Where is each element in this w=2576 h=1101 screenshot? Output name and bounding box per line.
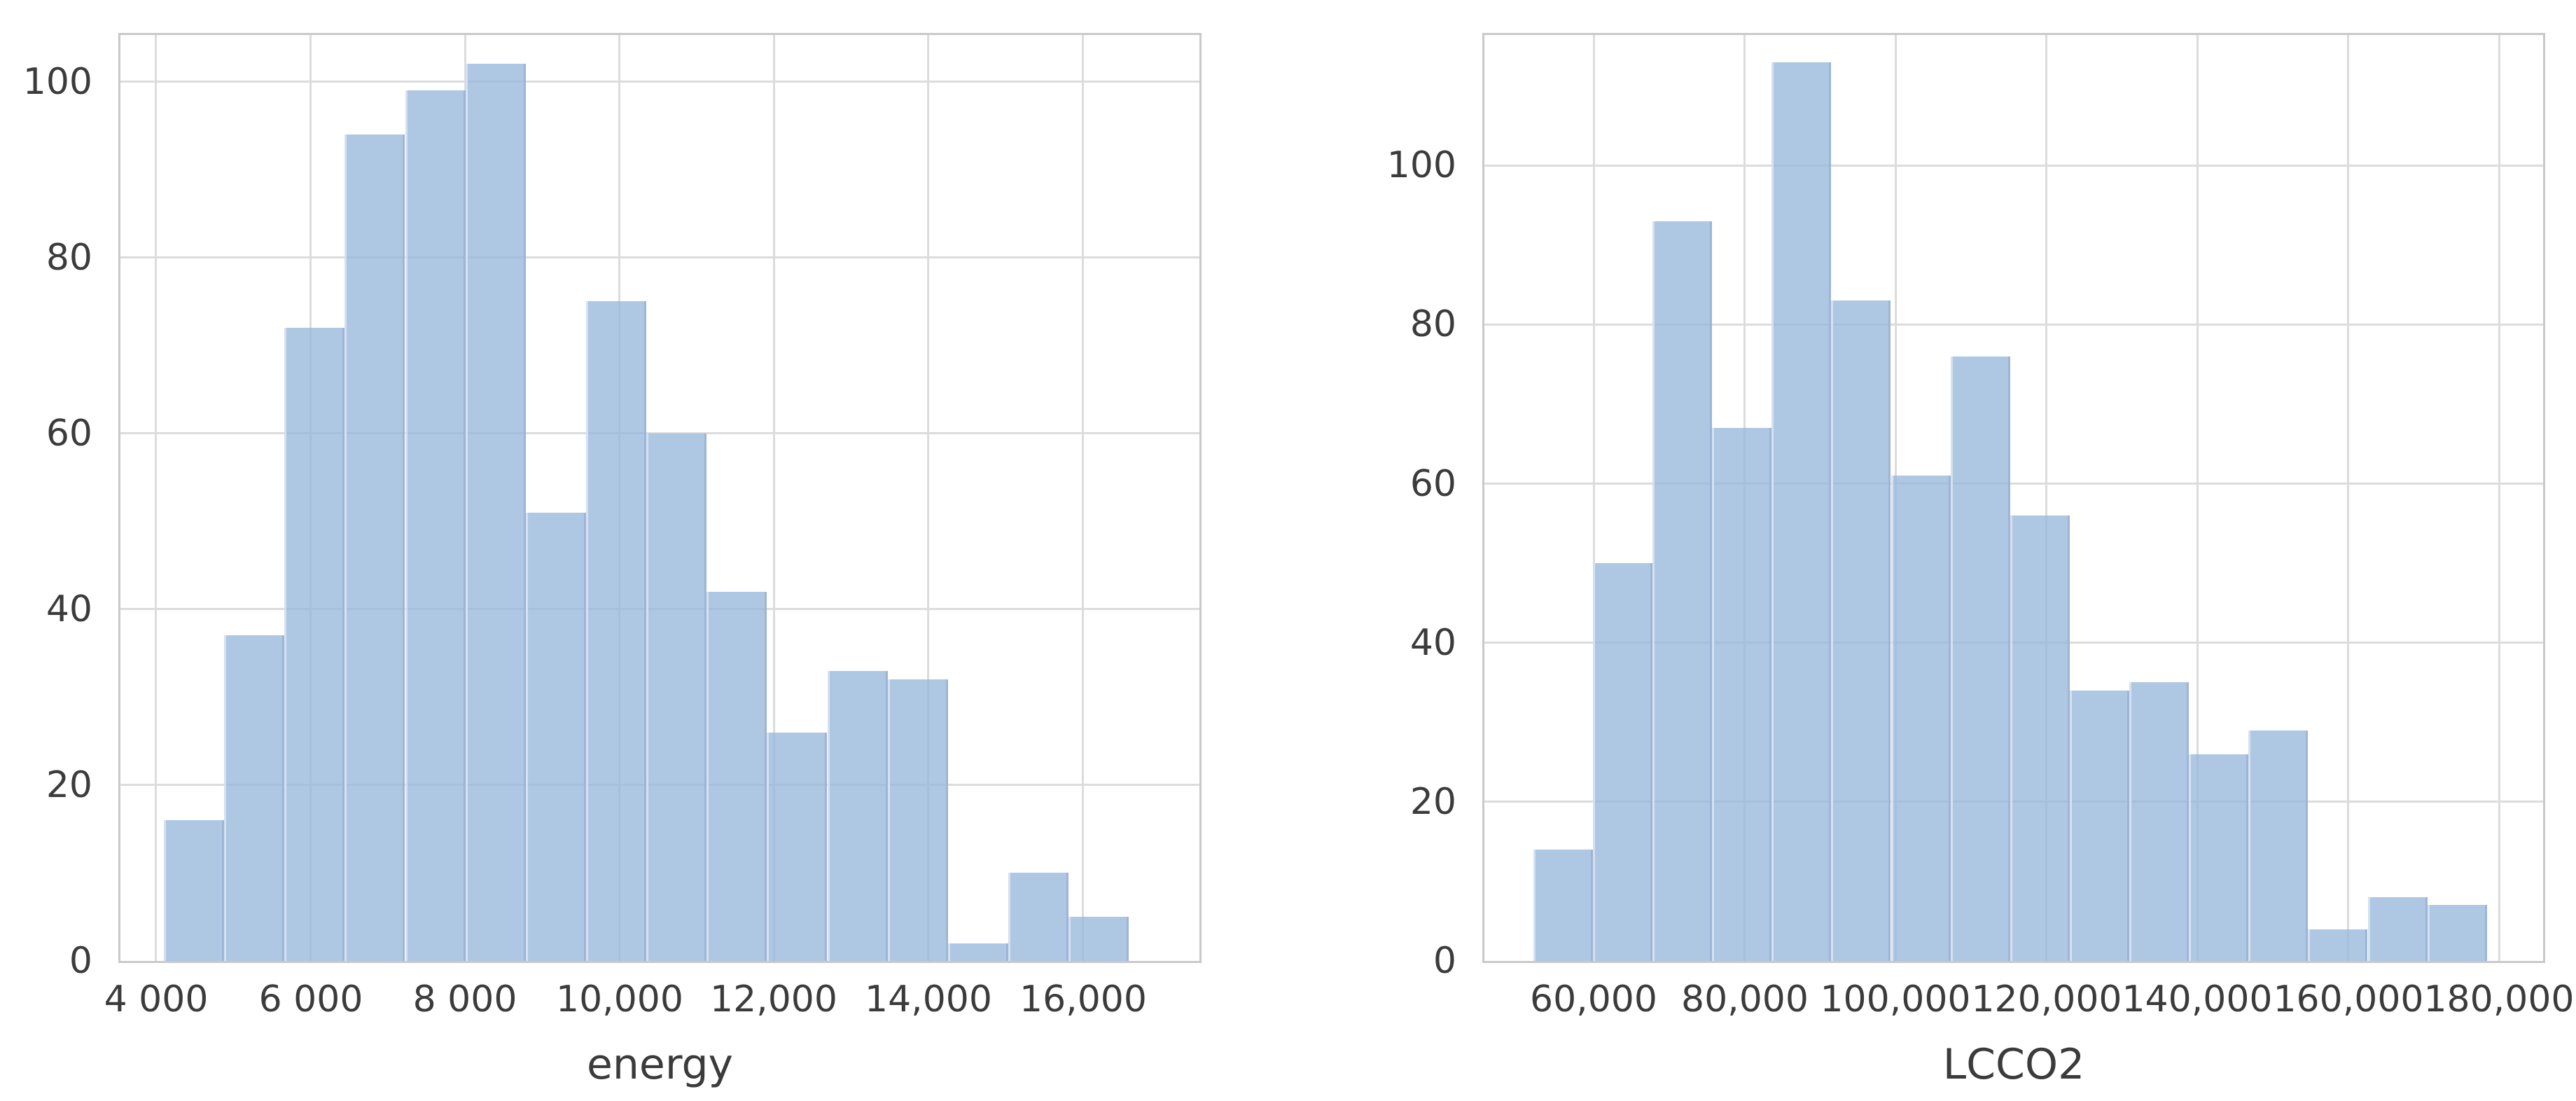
histogram-bar xyxy=(164,820,224,961)
gridline-x-16000 xyxy=(1082,35,1084,961)
histogram-bar xyxy=(888,679,948,961)
gridline-y-60 xyxy=(120,432,1199,434)
histogram-bar xyxy=(586,301,646,961)
histogram-bar xyxy=(466,64,526,961)
y-tick-label: 60 xyxy=(1409,463,1456,505)
histogram-bar xyxy=(1891,476,1951,961)
histogram-bar xyxy=(344,134,405,961)
y-tick-label: 0 xyxy=(69,940,92,982)
x-tick-label: 14,000 xyxy=(865,978,992,1020)
histogram-bar xyxy=(948,943,1008,961)
histogram-bar xyxy=(2070,691,2129,961)
x-tick-label: 140,000 xyxy=(2122,978,2273,1020)
histogram-bar xyxy=(1533,850,1593,961)
gridline-y-100 xyxy=(1484,165,2543,167)
gridline-x-12000 xyxy=(773,35,775,961)
gridline-y-60 xyxy=(1484,483,2543,485)
x-tick-label: 10,000 xyxy=(556,978,683,1020)
histogram-bar xyxy=(2308,929,2367,961)
gridline-x-140000 xyxy=(2196,35,2199,961)
x-tick-label: 12,000 xyxy=(710,978,837,1020)
x-tick-label: 100,000 xyxy=(1820,978,1971,1020)
histogram-bar xyxy=(1712,428,1771,961)
histogram-bar xyxy=(2189,754,2248,961)
histogram-bar xyxy=(2428,905,2487,961)
y-tick-label: 40 xyxy=(46,588,92,630)
gridline-x-4000 xyxy=(155,35,157,961)
x-tick-label: 160,000 xyxy=(2273,978,2424,1020)
gridline-y-100 xyxy=(120,81,1199,83)
histogram-bar xyxy=(2248,730,2308,961)
y-tick-label: 20 xyxy=(46,764,92,806)
gridline-x-180000 xyxy=(2498,35,2500,961)
histogram-bar xyxy=(284,328,344,961)
histogram-bar xyxy=(1008,873,1068,961)
x-axis-label-lcco2: LCCO2 xyxy=(1942,1040,2085,1089)
histogram-bar xyxy=(706,592,767,961)
y-tick-label: 100 xyxy=(22,61,92,103)
histogram-bar xyxy=(2368,897,2428,961)
y-tick-label: 20 xyxy=(1409,781,1456,823)
histogram-bar xyxy=(1068,917,1129,961)
histogram-bar xyxy=(2010,515,2070,961)
x-tick-label: 8 000 xyxy=(412,978,517,1020)
gridline-x-14000 xyxy=(927,35,929,961)
histogram-bar xyxy=(1593,563,1652,961)
histogram-bar xyxy=(1652,221,1712,961)
y-tick-label: 100 xyxy=(1386,144,1456,186)
x-tick-label: 4 000 xyxy=(104,978,209,1020)
gridline-x-120000 xyxy=(2045,35,2047,961)
x-tick-label: 120,000 xyxy=(1971,978,2122,1020)
y-tick-label: 80 xyxy=(1409,303,1456,345)
x-tick-label: 16,000 xyxy=(1019,978,1147,1020)
histogram-bar xyxy=(526,513,586,961)
histogram-bar xyxy=(767,733,827,961)
histogram-bar xyxy=(1831,300,1891,961)
y-tick-label: 0 xyxy=(1433,940,1456,982)
y-tick-label: 80 xyxy=(46,237,92,279)
gridline-x-60000 xyxy=(1593,35,1595,961)
gridline-y-80 xyxy=(120,256,1199,258)
histogram-bar xyxy=(646,434,706,961)
x-tick-label: 80,000 xyxy=(1681,978,1809,1020)
x-tick-label: 6 000 xyxy=(258,978,363,1020)
histogram-bar xyxy=(1771,62,1831,961)
histogram-bar xyxy=(1951,356,2010,961)
y-tick-label: 40 xyxy=(1409,622,1456,664)
histogram-bar xyxy=(405,90,466,961)
x-axis-label-energy: energy xyxy=(586,1040,734,1089)
plot-area-lcco2 xyxy=(1482,33,2545,963)
x-tick-label: 180,000 xyxy=(2423,978,2575,1020)
histogram-bar xyxy=(828,671,888,961)
y-tick-label: 60 xyxy=(46,413,92,455)
plot-area-energy xyxy=(118,33,1202,963)
gridline-y-80 xyxy=(1484,324,2543,326)
x-tick-label: 60,000 xyxy=(1530,978,1657,1020)
histogram-bar xyxy=(224,635,284,961)
gridline-x-160000 xyxy=(2347,35,2349,961)
histogram-bar xyxy=(2129,682,2189,961)
